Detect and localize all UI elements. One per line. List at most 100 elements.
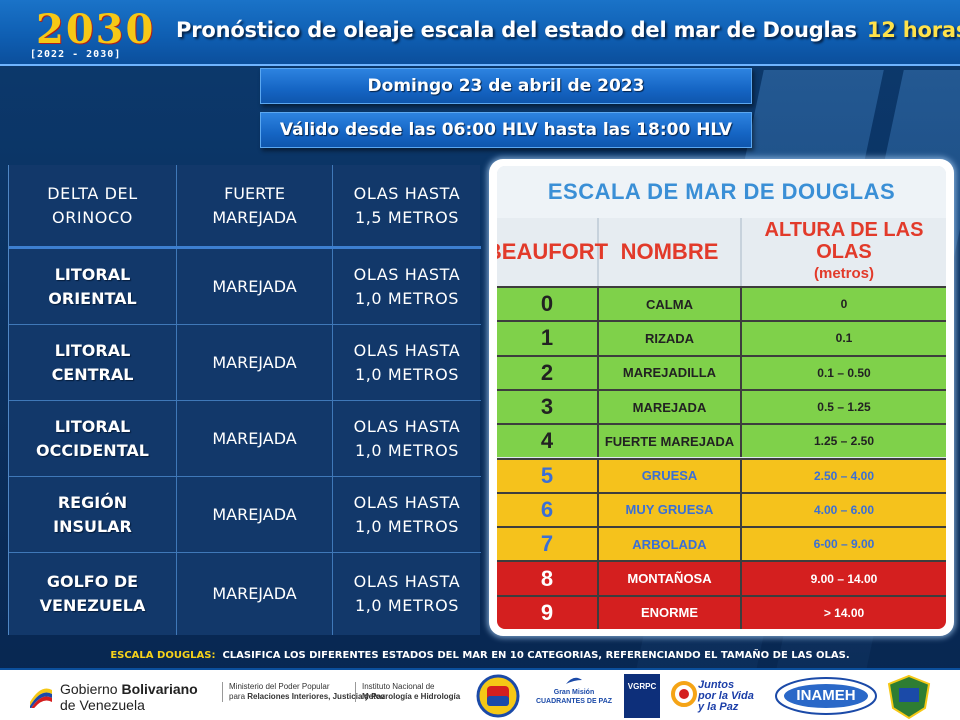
scale-name: GRUESA	[599, 459, 742, 492]
wave-height-cell: OLAS HASTA 1,0 METROS	[353, 416, 461, 460]
scale-level: 4	[497, 425, 599, 458]
header-beaufort: BEAUFORT	[497, 218, 608, 286]
scale-level: 5	[497, 459, 599, 492]
scale-header-row: BEAUFORT NOMBRE ALTURA DE LAS OLAS (metr…	[497, 218, 946, 286]
logo-sub-text: [2022 - 2030]	[30, 49, 122, 60]
sea-state-cell: FUERTE MAREJADA	[177, 165, 333, 246]
venezuela-flag-icon	[30, 688, 52, 708]
region-cell: LITORAL ORIENTAL	[9, 249, 177, 324]
gob-line1: Gobierno Bolivariano	[60, 681, 198, 697]
ministerio-text: Ministerio del Poder Popular para Relacio…	[222, 682, 385, 702]
juntos-por-la-vida-logo: Juntos por la Vida y la Paz	[668, 674, 768, 718]
sea-state-cell: MAREJADA	[177, 249, 333, 324]
scale-height: 0	[840, 297, 848, 312]
instituto-text: Instituto Nacional de Meteorología e Hidr…	[355, 682, 460, 702]
region-cell: DELTA DEL ORINOCO	[9, 165, 177, 246]
footnote-label: ESCALA DOUGLAS:	[110, 650, 216, 661]
scale-row: 0 CALMA 0	[497, 286, 946, 321]
scale-row: 1 RIZADA 0.1	[497, 320, 946, 355]
scale-height: 0.1 – 0.50	[817, 365, 871, 380]
page-title: Pronóstico de oleaje escala del estado d…	[176, 18, 960, 42]
national-seal-icon	[476, 674, 520, 718]
scale-row: 4 FUERTE MAREJADA 1.25 – 2.50	[497, 423, 946, 458]
vgrpc-logo: VGRPC	[624, 674, 660, 718]
sea-state-cell: MAREJADA	[177, 325, 333, 400]
swirl-icon	[671, 681, 697, 707]
header-bar: 2030 [2022 - 2030] Pronóstico de oleaje …	[0, 0, 960, 66]
footnote: ESCALA DOUGLAS: CLASIFICA LOS DIFERENTES…	[0, 650, 960, 661]
header-altura: ALTURA DE LAS OLAS (metros)	[742, 218, 946, 286]
scale-name: MAREJADILLA	[599, 356, 742, 389]
scale-level: 2	[497, 356, 599, 389]
scale-height: 9.00 – 14.00	[810, 571, 878, 586]
institutional-shield-icon	[887, 674, 931, 720]
scale-name: FUERTE MAREJADA	[599, 425, 742, 458]
wave-height-cell: OLAS HASTA 1,0 METROS	[353, 572, 461, 615]
scale-row: 9 ENORME > 14.00	[497, 594, 946, 629]
scale-name: RIZADA	[599, 322, 742, 355]
title-text: Pronóstico de oleaje escala del estado d…	[176, 18, 857, 42]
region-cell: GOLFO DE VENEZUELA	[9, 553, 177, 635]
cuadrantes-de-paz-logo: Gran Misión CUADRANTES DE PAZ	[534, 674, 614, 718]
wave-height-cell: OLAS HASTA 1,0 METROS	[353, 492, 461, 536]
scale-height: 0.5 – 1.25	[817, 400, 871, 415]
validity-banner: Válido desde las 06:00 HLV hasta las 18:…	[260, 112, 752, 148]
gobierno-bolivariano-logo: Gobierno Bolivariano de Venezuela	[28, 677, 218, 715]
scale-height: 2.50 – 4.00	[813, 468, 875, 483]
sea-state-cell: MAREJADA	[177, 477, 333, 552]
scale-height: 4.00 – 6.00	[813, 502, 875, 517]
logo-2030: 2030 [2022 - 2030]	[30, 6, 160, 62]
header-nombre: NOMBRE	[599, 218, 742, 286]
sea-state-cell: MAREJADA	[177, 401, 333, 476]
inameh-logo: INAMEH	[774, 676, 878, 716]
table-row: LITORAL ORIENTAL MAREJADA OLAS HASTA 1,0 M…	[9, 249, 481, 325]
scale-row: 5 GRUESA 2.50 – 4.00	[497, 457, 946, 492]
table-row: LITORAL OCCIDENTAL MAREJADA OLAS HASTA 1,0…	[9, 401, 481, 477]
dove-icon	[566, 677, 582, 684]
scale-row: 2 MAREJADILLA 0.1 – 0.50	[497, 354, 946, 389]
douglas-scale-table: ESCALA DE MAR DE DOUGLAS BEAUFORT NOMBRE…	[497, 166, 946, 629]
scale-row: 8 MONTAÑOSA 9.00 – 14.00	[497, 560, 946, 595]
scale-name: MAREJADA	[599, 390, 742, 424]
scale-name: ENORME	[599, 596, 742, 629]
scale-row: 3 MAREJADA 0.5 – 1.25	[497, 388, 946, 424]
scale-name: CALMA	[599, 288, 742, 321]
sea-state-cell: MAREJADA	[177, 553, 333, 635]
region-cell: REGIÓN INSULAR	[9, 477, 177, 552]
scale-level: 8	[497, 562, 599, 595]
title-hours: 12 horas	[866, 18, 960, 42]
douglas-scale-card: ESCALA DE MAR DE DOUGLAS BEAUFORT NOMBRE…	[489, 159, 954, 636]
footer-logos-bar: Gobierno Bolivariano de Venezuela Minist…	[0, 668, 960, 720]
gob-line2: de Venezuela	[60, 697, 145, 713]
table-row: GOLFO DE VENEZUELA MAREJADA OLAS HASTA 1,0…	[9, 553, 481, 635]
scale-height: 1.25 – 2.50	[813, 434, 875, 449]
scale-height: > 14.00	[823, 605, 865, 620]
date-banner: Domingo 23 de abril de 2023	[260, 68, 752, 104]
table-row: LITORAL CENTRAL MAREJADA OLAS HASTA 1,0 ME…	[9, 325, 481, 401]
logo-main-text: 2030	[36, 6, 156, 53]
scale-level: 9	[497, 596, 599, 629]
scale-height: 6-00 – 9.00	[813, 537, 875, 552]
scale-level: 3	[497, 390, 599, 424]
scale-title: ESCALA DE MAR DE DOUGLAS	[497, 166, 946, 218]
scale-name: MONTAÑOSA	[599, 562, 742, 595]
scale-level: 6	[497, 493, 599, 527]
scale-height: 0.1	[835, 331, 853, 346]
scale-row: 7 ARBOLADA 6-00 – 9.00	[497, 526, 946, 561]
table-row: DELTA DEL ORINOCO FUERTE MAREJADA OLAS HAS…	[9, 165, 481, 249]
scale-name: MUY GRUESA	[599, 493, 742, 527]
wave-height-cell: OLAS HASTA 1,5 METROS	[353, 183, 461, 227]
region-cell: LITORAL CENTRAL	[9, 325, 177, 400]
table-row: REGIÓN INSULAR MAREJADA OLAS HASTA 1,0 MET…	[9, 477, 481, 553]
region-cell: LITORAL OCCIDENTAL	[9, 401, 177, 476]
scale-level: 7	[497, 528, 599, 561]
footnote-text: CLASIFICA LOS DIFERENTES ESTADOS DEL MAR…	[222, 650, 850, 661]
header-altura-label: ALTURA DE LAS OLAS	[764, 219, 924, 263]
scale-level: 0	[497, 288, 599, 321]
wave-height-cell: OLAS HASTA 1,0 METROS	[353, 340, 461, 384]
forecast-table: DELTA DEL ORINOCO FUERTE MAREJADA OLAS HAS…	[8, 165, 481, 635]
scale-level: 1	[497, 322, 599, 355]
wave-height-cell: OLAS HASTA 1,0 METROS	[353, 264, 461, 308]
scale-name: ARBOLADA	[599, 528, 742, 561]
header-altura-unit: (metros)	[813, 265, 874, 282]
